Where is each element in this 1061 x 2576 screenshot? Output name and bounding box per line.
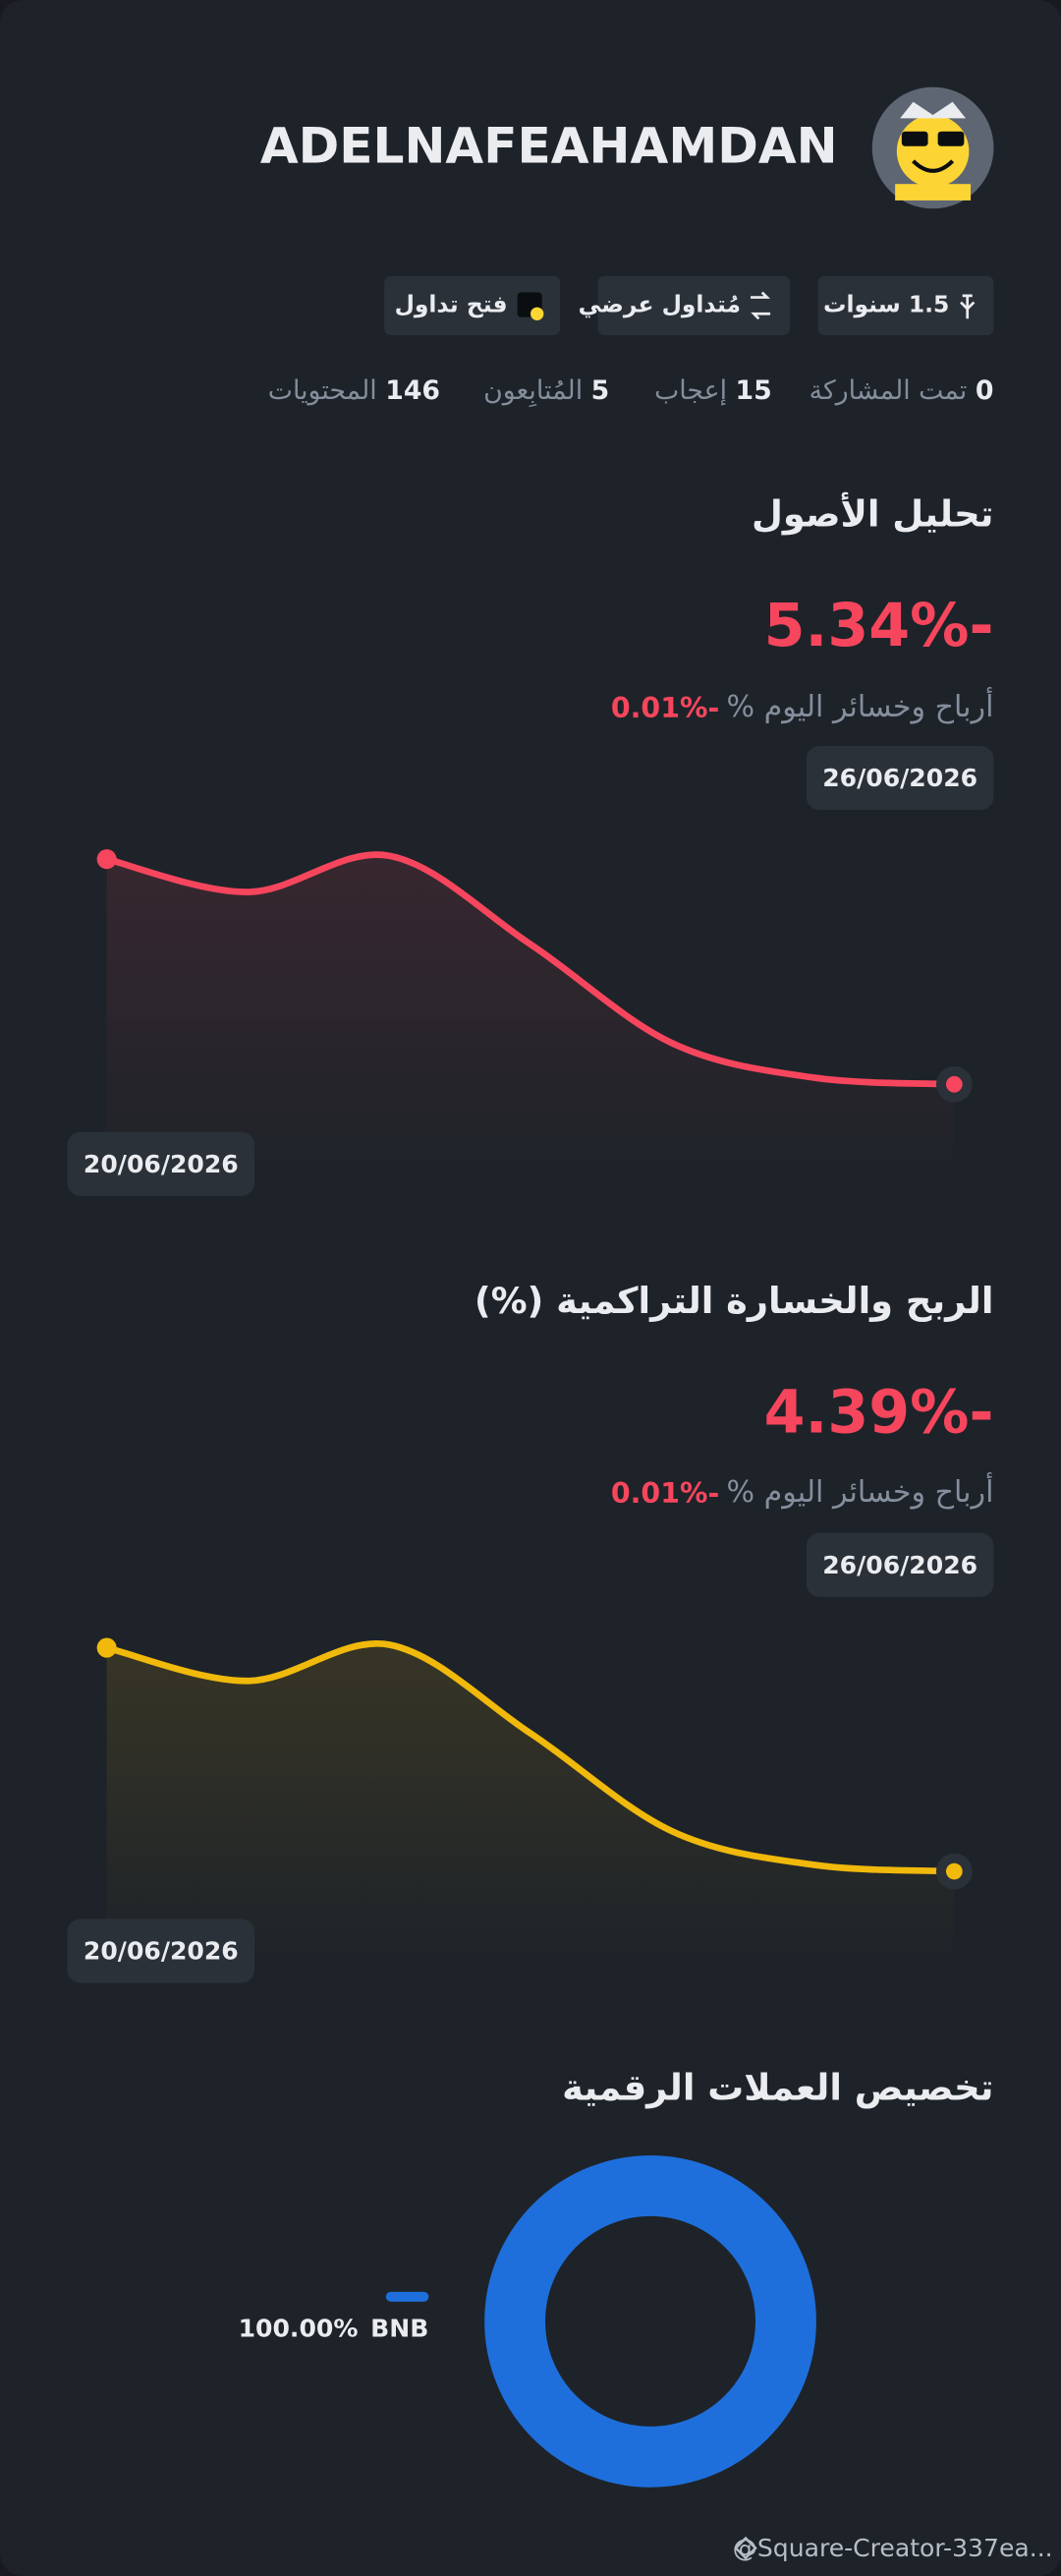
headline-value: -4.39% [764,1378,994,1447]
section-title: الربح والخسارة التراكمية (%) [475,1280,994,1322]
date-badge [806,745,994,811]
donut-slice [484,2155,816,2488]
stat-value: 5 [591,374,610,405]
badge[interactable]: مُتداول عرضي [579,275,791,335]
stat[interactable]: 15 إعجاب [654,374,772,405]
badge-text: 1.5 سنوات [823,290,949,317]
charts: 20/06/2026 26/06/2026 20/06/2026 26/06/2026… [67,745,994,2488]
line [103,851,958,1088]
stat-value: 146 [385,374,440,405]
badge-text: فتح تداول [395,290,508,317]
date-label: 20/06/2026 [84,1937,239,1966]
legend-name: BNB [370,2314,428,2342]
stat-value: 15 [736,374,772,405]
stats-row: 0 تمت المشاركة 15 إعجاب 5 المُتابِعون 146 ا… [268,374,994,407]
author: @Square-Creator-337ea... [733,2534,1053,2562]
today-label: أرباح وخسائر اليوم % [726,1471,993,1510]
end-point [945,1075,963,1093]
legend-value: 100.00% [239,2314,359,2342]
area [106,1643,955,1966]
section-title: تحليل الأصول [752,490,993,535]
today-value: -0.01% [611,692,719,724]
start-point [96,1637,117,1658]
stat-label: المحتويات [268,374,377,405]
stat-label: المُتابِعون [483,374,583,407]
today-label: أرباح وخسائر اليوم % [726,686,993,724]
line [103,1639,958,1875]
date-badge [806,1532,994,1597]
date-badge [67,1131,255,1196]
username: ADELNAFEAHAMDAN [260,117,838,175]
stat[interactable]: 146 المحتويات [268,374,440,405]
badge-text: مُتداول عرضي [579,290,741,317]
stat-space [727,374,736,405]
headline-value: -5.34% [764,592,994,660]
stat-label: تمت المشاركة [810,374,968,405]
end-point [945,1862,963,1880]
area [106,854,955,1180]
section-title: تخصيص العملات الرقمية [562,2067,993,2109]
stat[interactable]: 0 تمت المشاركة [810,374,994,405]
stat-space [377,374,386,405]
badge[interactable]: 1.5 سنوات [817,275,994,335]
stat-label: إعجاب [654,374,727,405]
stat-space [583,374,591,405]
date-badge [67,1918,255,1983]
date-label: 26/06/2026 [822,1551,977,1579]
stat-value: 0 [976,374,994,405]
badge[interactable]: فتح تداول [384,275,561,335]
stat-space [967,374,976,405]
footer: @Square-Creator-337ea... [733,2534,1053,2562]
date-label: 20/06/2026 [84,1150,239,1178]
start-point [96,849,117,870]
stat[interactable]: 5 المُتابِعون [483,374,609,407]
today-value: -0.01% [611,1477,719,1510]
legend-swatch [385,2291,429,2302]
date-label: 26/06/2026 [822,764,977,792]
avatar [871,86,994,209]
